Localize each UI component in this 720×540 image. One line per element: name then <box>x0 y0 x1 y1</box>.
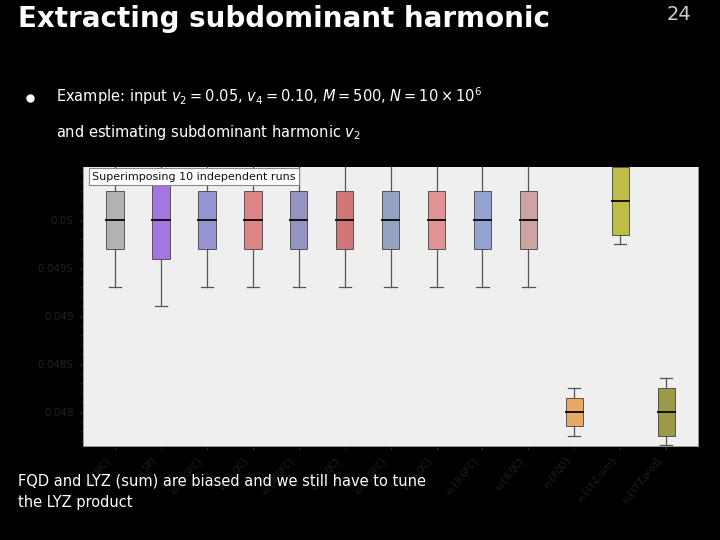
FancyBboxPatch shape <box>198 191 215 249</box>
Text: FQD and LYZ (sum) are biased and we still have to tune
the LYZ product: FQD and LYZ (sum) are biased and we stil… <box>18 473 426 510</box>
FancyBboxPatch shape <box>290 191 307 249</box>
FancyBboxPatch shape <box>428 191 445 249</box>
Text: Superimposing 10 independent runs: Superimposing 10 independent runs <box>92 172 295 181</box>
FancyBboxPatch shape <box>566 397 583 426</box>
FancyBboxPatch shape <box>244 191 261 249</box>
FancyBboxPatch shape <box>657 388 675 436</box>
Text: and estimating subdominant harmonic $v_2$: and estimating subdominant harmonic $v_2… <box>55 123 361 141</box>
FancyBboxPatch shape <box>382 191 400 249</box>
Text: Extracting subdominant harmonic: Extracting subdominant harmonic <box>18 5 550 33</box>
FancyBboxPatch shape <box>520 191 537 249</box>
FancyBboxPatch shape <box>152 182 170 259</box>
FancyBboxPatch shape <box>611 167 629 234</box>
FancyBboxPatch shape <box>474 191 491 249</box>
FancyBboxPatch shape <box>336 191 354 249</box>
Text: 24: 24 <box>667 5 692 24</box>
Text: Example: input $v_2 = 0.05$, $v_4 = 0.10$, $M = 500$, $N = 10 \times 10^6$: Example: input $v_2 = 0.05$, $v_4 = 0.10… <box>55 85 482 107</box>
FancyBboxPatch shape <box>107 191 124 249</box>
